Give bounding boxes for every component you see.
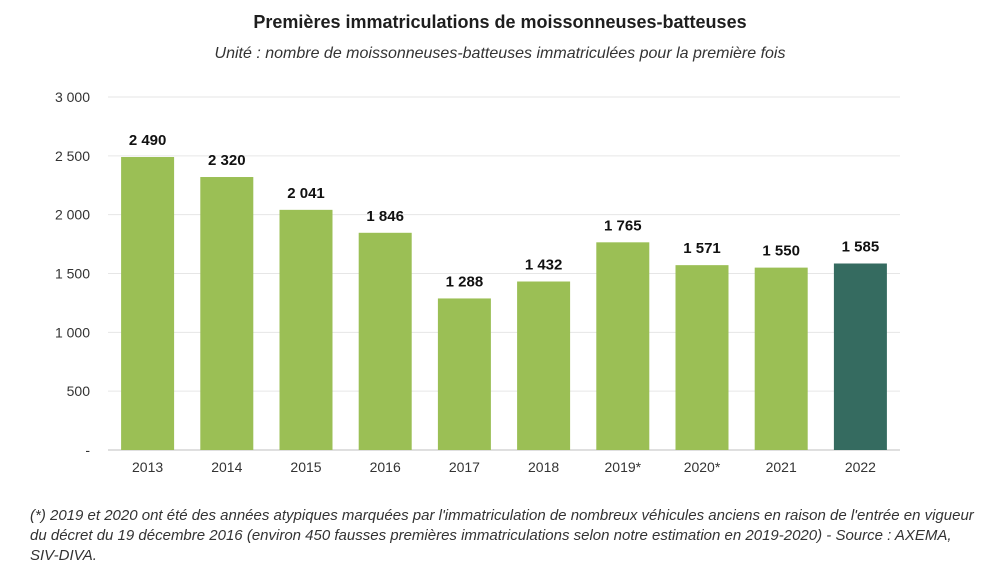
bar	[517, 281, 571, 450]
x-tick-label: 2018	[528, 459, 559, 475]
y-tick-label: 1 500	[55, 266, 90, 282]
x-tick-label: 2021	[766, 459, 797, 475]
y-tick-label: 2 000	[55, 207, 90, 223]
x-tick-label: 2013	[132, 459, 163, 475]
x-tick-label: 2014	[211, 459, 242, 475]
bar	[200, 177, 254, 450]
bar	[833, 263, 887, 450]
x-tick-label: 2019*	[605, 459, 642, 475]
y-tick-label: 1 000	[55, 324, 90, 340]
data-label: 1 846	[366, 208, 404, 225]
bar	[437, 298, 491, 450]
data-label: 2 490	[129, 132, 167, 149]
bar	[596, 242, 650, 450]
data-label: 2 041	[287, 185, 325, 202]
x-tick-label: 2015	[290, 459, 321, 475]
footnote: (*) 2019 et 2020 ont été des années atyp…	[30, 507, 974, 564]
y-tick-label: 2 500	[55, 148, 90, 164]
bar	[675, 265, 729, 450]
bar-chart: - 500 1 000 1 500 2 000 2 500 3 000 2 490 2013 2 …	[55, 89, 900, 475]
x-tick-label: 2017	[449, 459, 480, 475]
data-label: 1 432	[525, 257, 563, 274]
y-tick-label: -	[85, 442, 90, 458]
x-tick-label: 2020*	[684, 459, 721, 475]
chart-subtitle: Unité : nombre de moissonneuses-batteuse…	[214, 45, 786, 62]
data-label: 1 585	[842, 238, 880, 255]
bar	[754, 267, 808, 450]
data-label: 2 320	[208, 152, 246, 169]
bar	[121, 157, 175, 450]
bar	[358, 232, 412, 450]
chart-title: Premières immatriculations de moissonneu…	[253, 12, 747, 32]
data-label: 1 288	[446, 273, 484, 290]
y-tick-label: 500	[67, 383, 91, 399]
bar	[279, 209, 333, 450]
data-label: 1 550	[762, 243, 800, 260]
y-tick-label: 3 000	[55, 89, 90, 105]
data-label: 1 571	[683, 240, 721, 257]
data-label: 1 765	[604, 217, 642, 234]
x-tick-label: 2016	[370, 459, 401, 475]
x-tick-label: 2022	[845, 459, 876, 475]
